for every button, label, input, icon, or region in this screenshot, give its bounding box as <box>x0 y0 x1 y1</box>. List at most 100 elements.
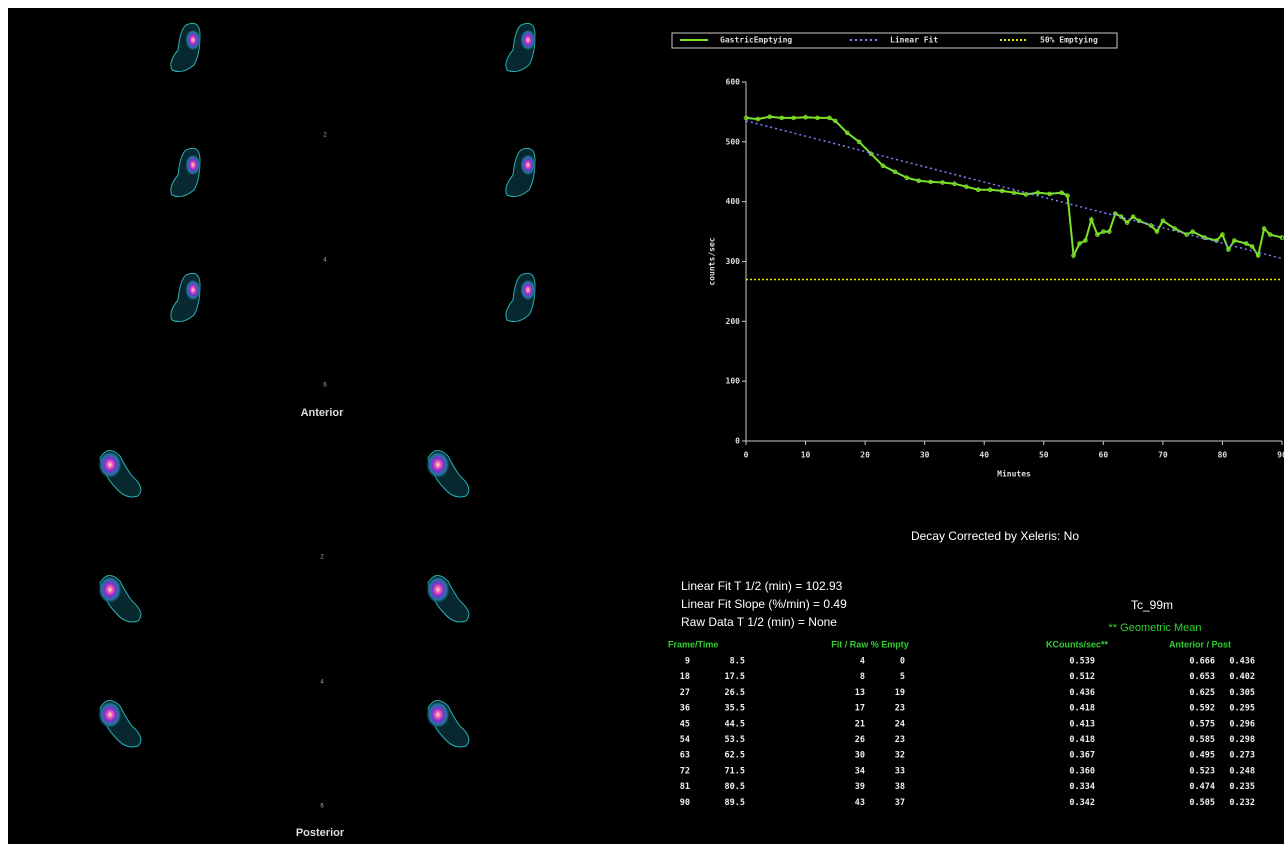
x-tick-label: 70 <box>1158 451 1168 460</box>
table-cell: 0.512 <box>1069 672 1095 682</box>
table-cell: 39 <box>855 782 865 792</box>
x-tick-label: 50 <box>1039 451 1049 460</box>
table-cell: 0.248 <box>1229 766 1255 776</box>
table-cell: 53.5 <box>725 735 745 745</box>
table-cell: 34 <box>855 766 865 776</box>
table-cell: 0.418 <box>1069 735 1095 745</box>
legend-label: 50% Emptying <box>1040 35 1098 45</box>
screen: 2 4 6 Anterior 2 4 6 Posterior 010020030… <box>0 0 1284 844</box>
table-cell: 33 <box>895 766 905 776</box>
table-cell: 0.575 <box>1189 719 1215 729</box>
table-cell: 9 <box>685 657 690 667</box>
isotope: Tc_99m <box>1131 598 1173 612</box>
activity <box>426 577 450 605</box>
table-cell: 0.342 <box>1069 798 1095 808</box>
table-cell: 0.273 <box>1229 751 1255 761</box>
activity <box>426 702 450 730</box>
table-cell: 0.298 <box>1229 735 1255 745</box>
table-cell: 0.295 <box>1229 704 1255 714</box>
y-tick-label: 200 <box>726 317 741 326</box>
table-cell: 0.367 <box>1069 751 1095 761</box>
table-cell: 0.305 <box>1229 688 1255 698</box>
table-cell: 0.334 <box>1069 782 1095 792</box>
x-tick-label: 10 <box>801 451 811 460</box>
y-tick-label: 300 <box>726 257 741 266</box>
table-cell: 0.235 <box>1229 782 1255 792</box>
y-tick-label: 600 <box>726 78 741 87</box>
activity <box>185 30 201 52</box>
table-cell: 89.5 <box>725 798 745 808</box>
table-cell: 0.539 <box>1069 657 1095 667</box>
table-cell: 0.495 <box>1189 751 1215 761</box>
table-cell: 35.5 <box>725 704 745 714</box>
table-cell: 45 <box>680 719 690 729</box>
table-cell: 0.505 <box>1189 798 1215 808</box>
activity <box>426 452 450 480</box>
table-cell: 30 <box>855 751 865 761</box>
decay-note: Decay Corrected by Xeleris: No <box>911 529 1079 543</box>
table-cell: 26 <box>855 735 865 745</box>
table-cell: 0.666 <box>1189 657 1215 667</box>
info-line: Linear Fit Slope (%/min) = 0.49 <box>681 597 847 611</box>
table-cell: 0.296 <box>1229 719 1255 729</box>
table-cell: 18 <box>680 672 690 682</box>
table-cell: 5 <box>900 672 905 682</box>
x-tick-label: 60 <box>1099 451 1109 460</box>
x-tick-label: 80 <box>1218 451 1228 460</box>
table-cell: 43 <box>855 798 865 808</box>
legend-label: Linear Fit <box>890 35 938 45</box>
table-header: Frame/Time <box>668 639 718 649</box>
table-header: KCounts/sec** <box>1046 639 1109 649</box>
table-cell: 17.5 <box>725 672 745 682</box>
view-label: Anterior <box>301 407 345 419</box>
table-cell: 32 <box>895 751 905 761</box>
table-cell: 23 <box>895 704 905 714</box>
table-header: Fit / Raw % Empty <box>831 639 909 649</box>
table-cell: 81 <box>680 782 690 792</box>
table-cell: 23 <box>895 735 905 745</box>
table-cell: 0.436 <box>1069 688 1095 698</box>
table-cell: 63 <box>680 751 690 761</box>
table-cell: 0.585 <box>1189 735 1215 745</box>
table-cell: 0.413 <box>1069 719 1095 729</box>
table-cell: 8 <box>860 672 865 682</box>
activity <box>185 155 201 177</box>
table-cell: 0.625 <box>1189 688 1215 698</box>
table-cell: 0.402 <box>1229 672 1255 682</box>
table-header: Anterior / Post <box>1169 639 1231 649</box>
x-tick-label: 20 <box>860 451 870 460</box>
y-tick-label: 500 <box>726 137 741 146</box>
page: {"chart_data":{"type":"line","y_label":"… <box>0 0 1284 844</box>
table-cell: 17 <box>855 704 865 714</box>
table-cell: 8.5 <box>730 657 745 667</box>
table-cell: 71.5 <box>725 766 745 776</box>
table-cell: 36 <box>680 704 690 714</box>
table-cell: 21 <box>855 719 865 729</box>
x-tick-label: 30 <box>920 451 930 460</box>
table-cell: 0.474 <box>1189 782 1215 792</box>
table-cell: 62.5 <box>725 751 745 761</box>
table-cell: 0.418 <box>1069 704 1095 714</box>
info-line: Raw Data T 1/2 (min) = None <box>681 615 837 629</box>
legend-label: GastricEmptying <box>720 35 792 45</box>
activity <box>520 280 536 302</box>
x-tick-label: 90 <box>1277 451 1284 460</box>
table-cell: 0.436 <box>1229 657 1255 667</box>
y-axis-label: counts/sec <box>708 237 717 285</box>
table-cell: 0.523 <box>1189 766 1215 776</box>
table-cell: 72 <box>680 766 690 776</box>
y-tick-label: 400 <box>726 197 741 206</box>
info-line: Linear Fit T 1/2 (min) = 102.93 <box>681 579 843 593</box>
table-cell: 19 <box>895 688 905 698</box>
table-cell: 54 <box>680 735 690 745</box>
table-cell: 27 <box>680 688 690 698</box>
view-label: Posterior <box>296 827 345 839</box>
activity <box>520 155 536 177</box>
y-tick-label: 100 <box>726 377 741 386</box>
table-cell: 0.653 <box>1189 672 1215 682</box>
activity <box>520 30 536 52</box>
table-cell: 0.232 <box>1229 798 1255 808</box>
table-cell: 0.360 <box>1069 766 1095 776</box>
activity <box>98 577 122 605</box>
activity <box>98 702 122 730</box>
